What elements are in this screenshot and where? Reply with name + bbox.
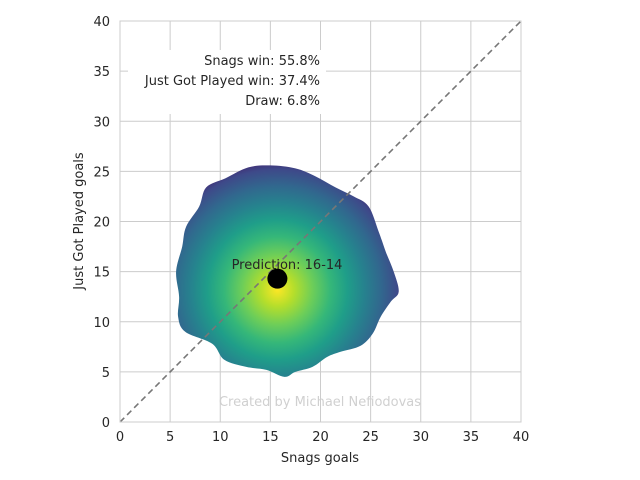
x-tick-label: 0 bbox=[116, 430, 124, 445]
y-tick-label: 10 bbox=[93, 316, 110, 331]
prediction-label: Prediction: 16-14 bbox=[232, 258, 343, 273]
y-tick-label: 40 bbox=[93, 15, 110, 30]
y-tick-label: 5 bbox=[102, 366, 110, 381]
x-tick-label: 15 bbox=[262, 430, 279, 445]
density-region bbox=[176, 165, 399, 377]
x-tick-label: 20 bbox=[312, 430, 329, 445]
y-tick-label: 20 bbox=[93, 216, 110, 231]
y-tick-label: 15 bbox=[93, 266, 110, 281]
x-tick-label: 35 bbox=[463, 430, 480, 445]
diagonal-line bbox=[119, 20, 522, 423]
x-tick-labels: 0 5 10 15 20 25 30 35 40 bbox=[116, 430, 529, 445]
x-axis-label: Snags goals bbox=[281, 451, 359, 466]
plot-frame bbox=[119, 20, 522, 423]
y-tick-label: 25 bbox=[93, 165, 110, 180]
stats-box bbox=[128, 50, 326, 114]
prediction-point bbox=[267, 268, 288, 289]
x-tick-label: 5 bbox=[166, 430, 174, 445]
y-tick-label: 30 bbox=[93, 115, 110, 130]
stat-line-3: Draw: 6.8% bbox=[245, 94, 320, 109]
watermark: Created by Michael Nefiodovas bbox=[219, 395, 421, 410]
x-tick-label: 30 bbox=[412, 430, 429, 445]
y-tick-labels: 0 5 10 15 20 25 30 35 40 bbox=[93, 15, 110, 431]
x-tick-label: 40 bbox=[513, 430, 530, 445]
stat-line-1: Snags win: 55.8% bbox=[204, 54, 320, 69]
y-tick-label: 0 bbox=[102, 416, 110, 431]
stat-line-2: Just Got Played win: 37.4% bbox=[144, 74, 320, 89]
y-axis-label: Just Got Played goals bbox=[72, 152, 87, 291]
y-tick-label: 35 bbox=[93, 65, 110, 80]
x-tick-label: 25 bbox=[362, 430, 379, 445]
x-tick-label: 10 bbox=[212, 430, 229, 445]
